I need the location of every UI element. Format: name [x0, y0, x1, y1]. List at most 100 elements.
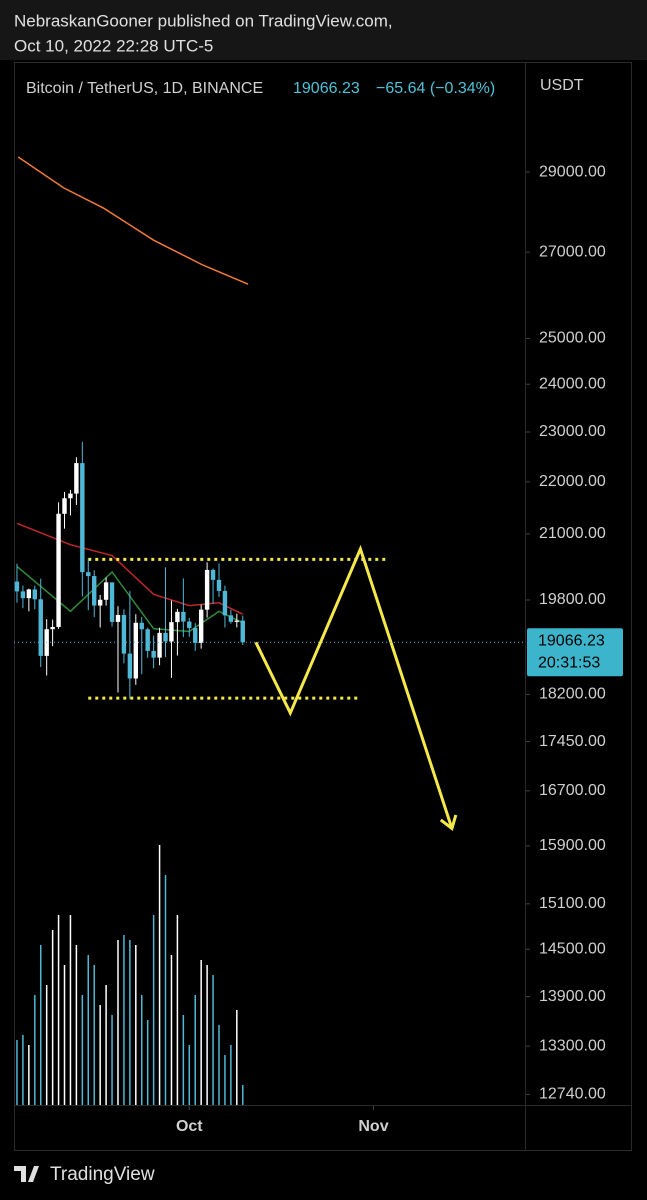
y-tick-label: 25000.00 [539, 330, 606, 347]
price-tag [527, 628, 623, 677]
y-tick-label: 15900.00 [539, 837, 606, 854]
y-tick-label: 24000.00 [539, 375, 606, 392]
candle-body [198, 609, 204, 643]
volume-bar [99, 1005, 101, 1105]
publisher: NebraskanGooner published on TradingView… [14, 11, 393, 30]
volume-bar [39, 945, 42, 1105]
candle-body [228, 615, 234, 622]
candle-body [115, 614, 121, 622]
y-tick-label: 18200.00 [539, 686, 606, 703]
candle-body [38, 599, 43, 656]
volume-bar [182, 1015, 185, 1105]
volume-bar [123, 935, 125, 1105]
volume-bar [57, 915, 60, 1105]
candle-body [97, 599, 103, 606]
candle-body [68, 493, 73, 499]
volume-bar [224, 1055, 226, 1105]
y-tick-label: 15100.00 [539, 895, 606, 912]
volume-bar [93, 965, 95, 1105]
volume-bar [164, 875, 167, 1105]
brand-logo [14, 1166, 39, 1182]
candle-body [86, 572, 91, 577]
volume-bar [146, 1020, 149, 1105]
volume-bar [22, 1035, 24, 1105]
volume-bar [176, 915, 179, 1105]
volume-bar [194, 995, 196, 1105]
volume-bar [218, 1025, 220, 1105]
volume-bar [28, 1045, 30, 1105]
candle-body [20, 591, 26, 599]
candle-body [175, 611, 180, 623]
candle-body [193, 628, 198, 643]
volume-bar [212, 975, 214, 1105]
candle-body [222, 590, 228, 616]
candle-body [145, 629, 150, 651]
volume-bar [170, 955, 173, 1105]
candle-body [151, 650, 156, 658]
x-tick-label: Nov [358, 1118, 388, 1135]
volume-bar [111, 1015, 113, 1105]
candle-body [103, 582, 109, 600]
candle-body [109, 582, 115, 622]
y-tick-label: 22000.00 [539, 473, 606, 490]
volume-bar [75, 945, 78, 1105]
volume-bar [16, 1040, 18, 1105]
y-tick-label: 16700.00 [539, 782, 606, 799]
brand: TradingView [14, 1164, 155, 1185]
symbol: Bitcoin / TetherUS, 1D, BINANCE [26, 80, 263, 97]
candle-body [169, 622, 174, 642]
volume-bar [69, 915, 72, 1105]
candle-body [157, 632, 162, 658]
candle-body [26, 589, 32, 599]
volume-bar [87, 955, 90, 1105]
candle-body [92, 576, 97, 606]
candle-body [127, 653, 133, 679]
volume-bar [135, 945, 137, 1105]
y-tick-label: 12740.00 [539, 1086, 606, 1103]
candle-body [14, 581, 20, 592]
y-tick-label: 23000.00 [539, 423, 606, 440]
y-tick-label: 29000.00 [539, 163, 606, 180]
volume-bar [242, 1085, 244, 1105]
volume-bar [206, 965, 208, 1105]
volume-bar [105, 985, 107, 1105]
brand-name: TradingView [50, 1164, 155, 1185]
candle-body [32, 589, 37, 600]
price-tag-value: 19066.23 [538, 633, 605, 650]
header-price: 19066.23 [293, 80, 360, 97]
line-arrow [254, 544, 454, 829]
candle-body [181, 611, 186, 622]
header-band [0, 0, 647, 60]
currency: USDT [540, 77, 584, 94]
candle-body [133, 622, 139, 679]
volume-bar [236, 1010, 238, 1105]
volume-bar [51, 930, 54, 1105]
price-tag-countdown: 20:31:53 [538, 655, 600, 672]
candle-body [50, 626, 55, 630]
candle-body [210, 569, 216, 580]
y-tick-label: 21000.00 [539, 525, 606, 542]
volume-bar [129, 940, 131, 1105]
line-solid [16, 522, 244, 615]
line-solid [17, 156, 249, 285]
publish-date: Oct 10, 2022 22:28 UTC-5 [14, 36, 213, 55]
candle-body [187, 621, 192, 629]
volume-bar [200, 960, 202, 1105]
volume-bar [230, 1045, 232, 1105]
line-solid [16, 565, 244, 633]
candle-body [74, 463, 79, 494]
y-tick-label: 19800.00 [539, 591, 606, 608]
y-tick-label: 17450.00 [539, 733, 606, 750]
candle-body [56, 513, 61, 627]
candle-body [163, 632, 168, 642]
volume-bar [63, 965, 66, 1105]
volume-bar [45, 985, 48, 1105]
candle-body [216, 579, 222, 591]
candle-body [121, 614, 127, 654]
y-tick-label: 13900.00 [539, 988, 606, 1005]
volume-bar [81, 995, 84, 1105]
volume-bar [34, 995, 36, 1105]
price-change: −65.64 (−0.34%) [376, 80, 495, 97]
chart-frame [14, 62, 632, 1151]
